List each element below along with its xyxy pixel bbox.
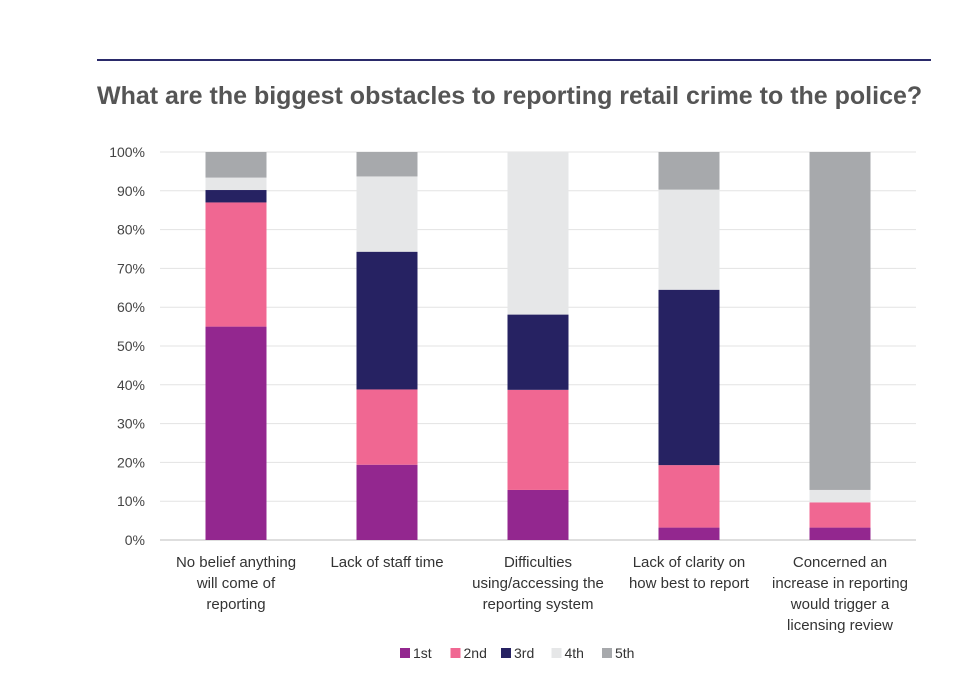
y-tick-label: 100% bbox=[109, 144, 145, 160]
bar-segment-3rd bbox=[205, 190, 267, 203]
legend-item-1st: 1st bbox=[400, 645, 432, 661]
bar-segment-2nd bbox=[658, 465, 720, 528]
bar-segment-4th bbox=[658, 189, 720, 290]
y-tick-label: 40% bbox=[117, 377, 145, 393]
bar-segment-4th bbox=[809, 489, 871, 503]
top-divider bbox=[97, 59, 931, 61]
bar-segment-2nd bbox=[356, 389, 418, 465]
y-tick-label: 90% bbox=[117, 183, 145, 199]
bar-segment-1st bbox=[356, 464, 418, 540]
legend-swatch bbox=[501, 648, 511, 658]
legend-item-5th: 5th bbox=[602, 645, 634, 661]
x-axis-categories: No belief anything will come of reporting L… bbox=[176, 554, 908, 634]
category-label: Difficulties using/accessing the reporting… bbox=[472, 554, 604, 613]
legend-label: 5th bbox=[615, 645, 634, 661]
category-label: Lack of staff time bbox=[330, 554, 443, 571]
bar-segment-5th bbox=[658, 152, 720, 190]
category-label: Concerned an increase in reporting would t… bbox=[772, 554, 908, 634]
legend-item-4th: 4th bbox=[551, 645, 584, 661]
legend-label: 2nd bbox=[464, 645, 487, 661]
bar-segment-1st bbox=[507, 489, 569, 540]
bar-segment-2nd bbox=[507, 389, 569, 490]
legend-swatch bbox=[400, 648, 410, 658]
y-tick-label: 10% bbox=[117, 493, 145, 509]
legend-label: 3rd bbox=[514, 645, 534, 661]
bar-segment-1st bbox=[658, 527, 720, 540]
bar-segment-5th bbox=[205, 152, 267, 178]
bar-segment-1st bbox=[205, 326, 267, 540]
bar-segment-2nd bbox=[205, 202, 267, 327]
legend-label: 4th bbox=[565, 645, 584, 661]
bar-segment-4th bbox=[356, 176, 418, 252]
bar-segment-5th bbox=[809, 152, 871, 490]
category-label: Lack of clarity on how best to report bbox=[629, 554, 750, 592]
chart-title: What are the biggest obstacles to report… bbox=[97, 82, 923, 110]
y-tick-label: 20% bbox=[117, 454, 145, 470]
bar-segment-1st bbox=[809, 527, 871, 540]
y-tick-label: 0% bbox=[125, 532, 145, 548]
y-tick-label: 30% bbox=[117, 416, 145, 432]
legend: 1st 2nd 3rd 4th 5th bbox=[400, 645, 634, 661]
y-axis-ticks: 0% 10% 20% 30% 40% 50% 60% 70% 80% 90% 100% bbox=[109, 144, 145, 548]
legend-item-3rd: 3rd bbox=[501, 645, 534, 661]
bar-segment-3rd bbox=[356, 251, 418, 390]
bar-segment-2nd bbox=[809, 502, 871, 528]
legend-swatch bbox=[450, 648, 461, 658]
y-tick-label: 80% bbox=[117, 222, 145, 238]
legend-item-2nd: 2nd bbox=[450, 645, 487, 661]
legend-label: 1st bbox=[413, 645, 432, 661]
bar-segment-3rd bbox=[658, 289, 720, 466]
legend-swatch bbox=[551, 648, 562, 658]
bar-segment-4th bbox=[205, 177, 267, 191]
y-tick-label: 50% bbox=[117, 338, 145, 354]
category-label: No belief anything will come of reporting bbox=[176, 554, 296, 613]
bar-segment-5th bbox=[356, 152, 418, 177]
legend-swatch bbox=[602, 648, 612, 658]
bar-segment-3rd bbox=[507, 314, 569, 390]
bar-segment-4th bbox=[507, 152, 569, 315]
bars bbox=[205, 152, 871, 540]
y-tick-label: 70% bbox=[117, 260, 145, 276]
y-tick-label: 60% bbox=[117, 299, 145, 315]
